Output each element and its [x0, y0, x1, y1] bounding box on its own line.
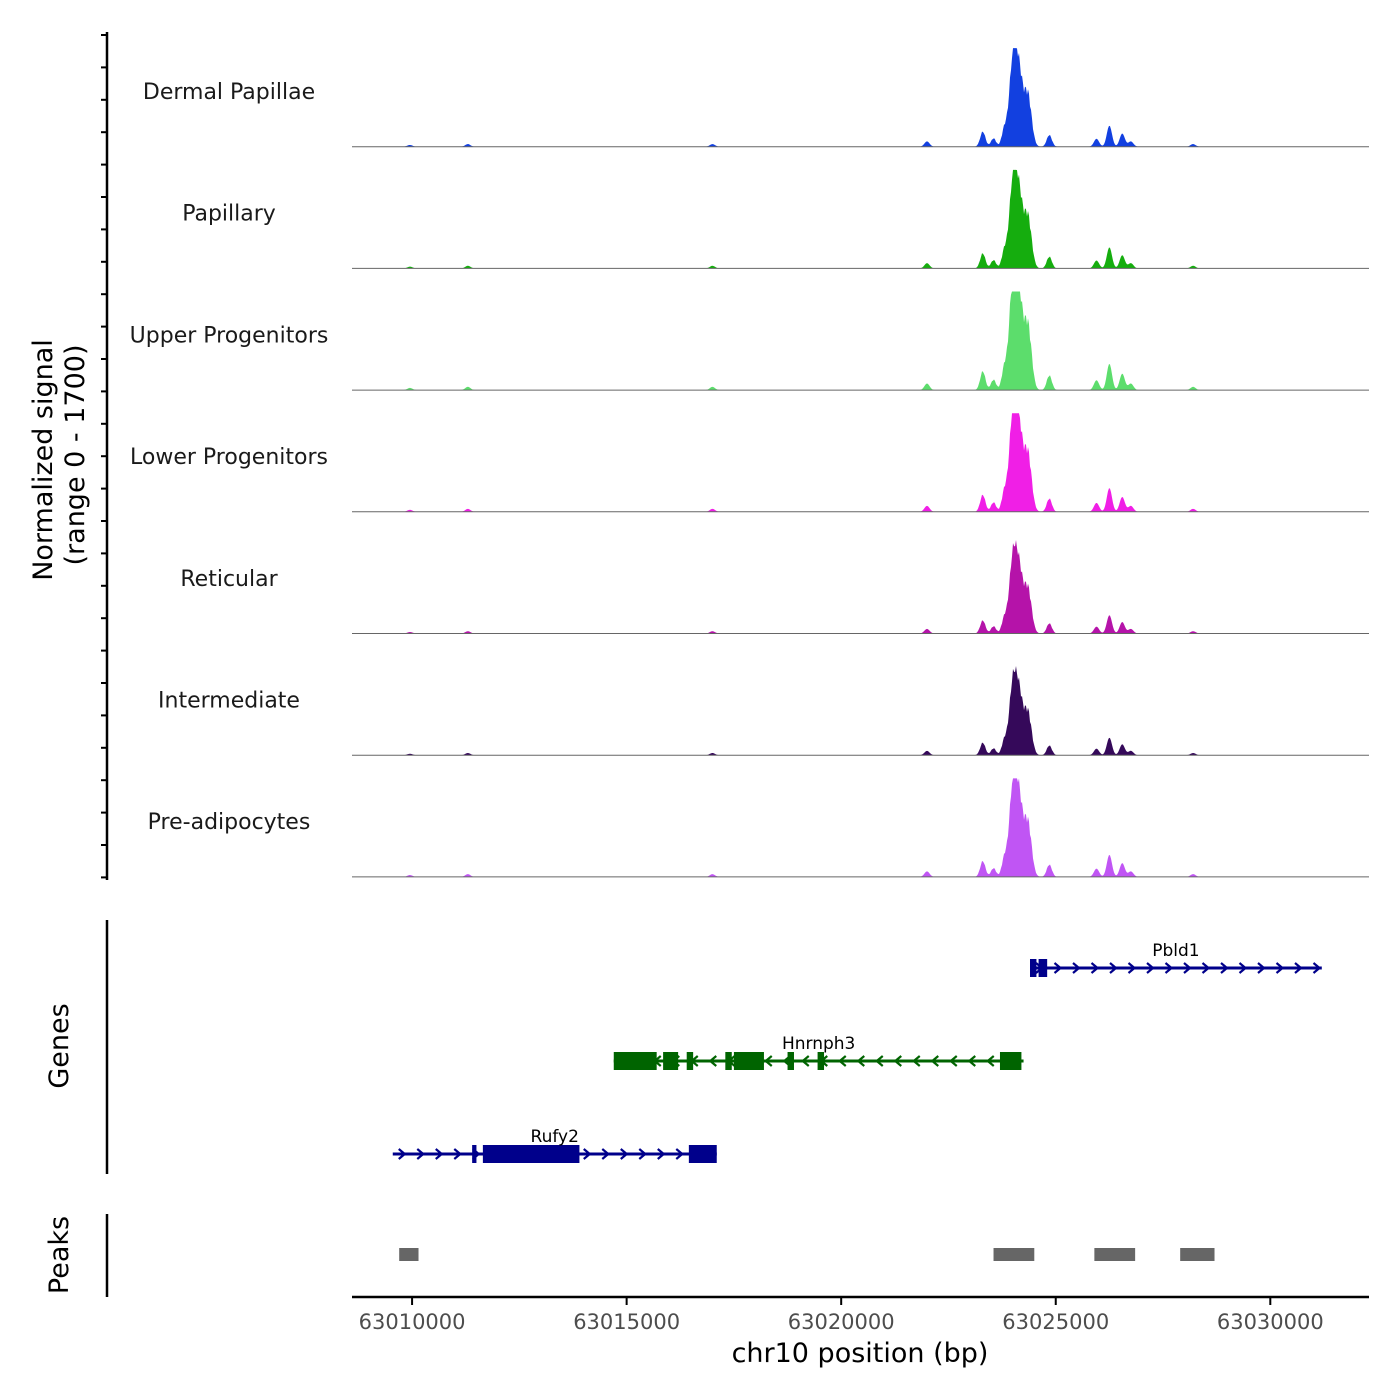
gene-hnrnph3: Hnrnph3 — [613, 1034, 1024, 1070]
strand-arrow — [1257, 962, 1266, 974]
strand-arrow — [875, 1055, 884, 1067]
x-axis: 63010000 63015000 63020000 63025000 63030000 — [352, 1295, 1369, 1334]
x-tick-label: 63020000 — [788, 1310, 895, 1334]
strand-arrow — [930, 1055, 939, 1067]
x-tick-label: 63015000 — [573, 1310, 680, 1334]
strand-arrow — [838, 1055, 847, 1067]
strand-arrow — [708, 1055, 717, 1067]
strand-arrow — [1220, 962, 1229, 974]
exon — [472, 1145, 477, 1163]
strand-arrow — [638, 1148, 647, 1160]
track-label-lower-progenitors: Lower Progenitors — [130, 445, 328, 470]
genes-track: Pbld1 Hnrnph3 Rufy2 — [105, 920, 1322, 1174]
strand-arrow — [1090, 962, 1100, 974]
strand-arrow — [764, 1055, 773, 1067]
coverage-area-reticular — [352, 539, 1369, 634]
strand-arrow — [856, 1055, 865, 1067]
strand-arrow — [453, 1148, 462, 1160]
strand-arrow — [1183, 962, 1192, 974]
exon — [688, 1145, 717, 1163]
strand-arrow — [1127, 962, 1137, 974]
exon — [733, 1052, 764, 1070]
exon — [787, 1052, 794, 1070]
strand-arrow — [1238, 962, 1248, 974]
track-label-upper-progenitors: Upper Progenitors — [130, 323, 329, 348]
coverage-area-lower-progenitors — [352, 413, 1369, 512]
gene-label-rufy2: Rufy2 — [531, 1127, 579, 1147]
strand-arrow — [657, 1148, 666, 1160]
peaks-track — [105, 1214, 1215, 1297]
y-axis-title-line1: Normalized signal — [28, 339, 59, 581]
coverage-tracks: Dermal Papillae Papillary Upper Progenitor… — [101, 32, 1369, 880]
strand-arrow — [1053, 962, 1063, 974]
exon — [1030, 959, 1037, 977]
strand-arrow — [1109, 962, 1118, 974]
gene-rufy2: Rufy2 — [392, 1127, 717, 1163]
coverage-area-dermal-papillae — [352, 48, 1369, 147]
strand-arrow — [601, 1148, 610, 1160]
x-tick-label: 63010000 — [359, 1310, 466, 1334]
strand-arrow — [986, 1055, 995, 1067]
x-axis-title: chr10 position (bp) — [732, 1338, 989, 1369]
strand-arrow — [1072, 962, 1081, 974]
exon — [686, 1052, 694, 1070]
exon — [663, 1052, 679, 1070]
peaks-track-label: Peaks — [44, 1216, 75, 1294]
track-label-dermal-papillae: Dermal Papillae — [143, 80, 315, 105]
strand-arrow — [1312, 962, 1322, 974]
coverage-area-papillary — [352, 169, 1369, 269]
strand-arrow — [398, 1148, 407, 1160]
strand-arrow — [1164, 962, 1174, 974]
genes-track-label: Genes — [44, 1003, 75, 1088]
gene-pbld1: Pbld1 — [1030, 941, 1322, 977]
exon — [999, 1052, 1022, 1070]
exon — [1038, 959, 1048, 977]
x-tick-label: 63030000 — [1217, 1310, 1324, 1334]
track-label-intermediate: Intermediate — [158, 689, 300, 714]
strand-arrow — [1201, 962, 1211, 974]
peak-region — [399, 1248, 419, 1261]
strand-arrow — [435, 1148, 444, 1160]
track-label-papillary: Papillary — [182, 202, 276, 227]
peak-region — [993, 1248, 1035, 1261]
x-tick-label: 63025000 — [1002, 1310, 1109, 1334]
strand-arrow — [893, 1055, 902, 1067]
exon — [725, 1052, 732, 1070]
strand-arrow — [801, 1055, 810, 1067]
y-axis-title-line2: (range 0 - 1700) — [60, 345, 91, 566]
strand-arrow — [1294, 962, 1303, 974]
strand-arrow — [675, 1148, 684, 1160]
strand-arrow — [416, 1148, 425, 1160]
strand-arrow — [949, 1055, 958, 1067]
strand-arrow — [967, 1055, 976, 1067]
exon — [613, 1052, 657, 1070]
gene-label-hnrnph3: Hnrnph3 — [782, 1034, 855, 1054]
strand-arrow — [583, 1148, 592, 1160]
peak-region — [1180, 1248, 1215, 1261]
exon — [482, 1145, 580, 1163]
coverage-area-upper-progenitors — [352, 291, 1369, 391]
strand-arrow — [620, 1148, 629, 1160]
track-label-pre-adipocytes: Pre-adipocytes — [148, 810, 311, 835]
strand-arrow — [912, 1055, 921, 1067]
strand-arrow — [1146, 962, 1155, 974]
strand-arrow — [1275, 962, 1285, 974]
track-label-reticular: Reticular — [180, 567, 278, 592]
coverage-area-intermediate — [352, 665, 1369, 756]
gene-label-pbld1: Pbld1 — [1152, 941, 1199, 961]
coverage-area-pre-adipocytes — [352, 778, 1369, 877]
peak-region — [1094, 1248, 1136, 1261]
exon — [817, 1052, 825, 1070]
